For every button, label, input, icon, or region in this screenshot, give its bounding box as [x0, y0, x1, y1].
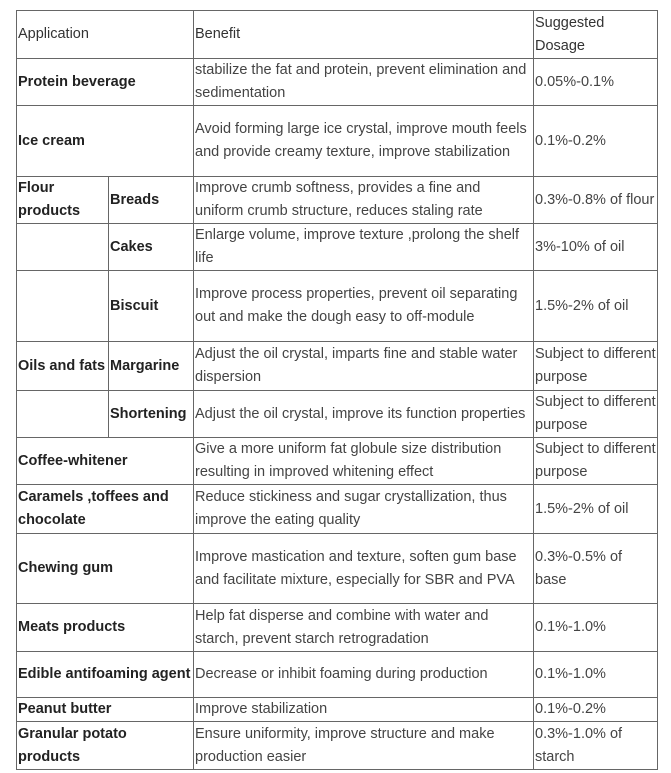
table-row: Flour products Breads Improve crumb softne… [16, 176, 658, 224]
header-cell: Suggested Dosage [533, 10, 658, 59]
dosage-cell: Subject to different purpose [533, 341, 658, 391]
table-row: Ice cream Avoid forming large ice crystal… [16, 105, 658, 177]
benefit-cell: Decrease or inhibit foaming during produ… [193, 651, 534, 698]
benefit-cell: Improve crumb softness, provides a fine … [193, 176, 534, 224]
header-cell: Benefit [193, 10, 534, 59]
empty-cell [16, 390, 109, 438]
application-cell: Protein beverage [16, 58, 194, 106]
application-cell: Caramels ,toffees and chocolate [16, 484, 194, 534]
dosage-cell: 0.3%-1.0% of starch [533, 721, 658, 770]
table-row: Meats products Help fat disperse and comb… [16, 603, 658, 652]
dosage-cell: 0.3%-0.5% of base [533, 533, 658, 604]
benefit-cell: Enlarge volume, improve texture ,prolong… [193, 223, 534, 271]
application-cell: Oils and fats [16, 341, 109, 391]
benefit-cell: Ensure uniformity, improve structure and… [193, 721, 534, 770]
benefit-cell: Help fat disperse and combine with water… [193, 603, 534, 652]
dosage-cell: 0.1%-1.0% [533, 603, 658, 652]
benefit-cell: Improve mastication and texture, soften … [193, 533, 534, 604]
table-row: Peanut butter Improve stabilization 0.1%-0… [16, 697, 658, 722]
dosage-cell: 1.5%-2% of oil [533, 270, 658, 342]
subcategory-cell: Breads [108, 176, 194, 224]
table-row: Coffee-whitener Give a more uniform fat g… [16, 437, 658, 485]
application-cell: Granular potato products [16, 721, 194, 770]
dosage-cell: 0.05%-0.1% [533, 58, 658, 106]
subcategory-cell: Shortening [108, 390, 194, 438]
subcategory-cell: Cakes [108, 223, 194, 271]
empty-cell [16, 270, 109, 342]
table-row: Caramels ,toffees and chocolate Reduce st… [16, 484, 658, 534]
dosage-cell: 3%-10% of oil [533, 223, 658, 271]
table-row: Biscuit Improve process properties, preve… [16, 270, 658, 342]
application-cell: Peanut butter [16, 697, 194, 722]
application-cell: Ice cream [16, 105, 194, 177]
table-row: Protein beverage stabilize the fat and pr… [16, 58, 658, 106]
benefit-cell: Improve stabilization [193, 697, 534, 722]
dosage-cell: Subject to different purpose [533, 390, 658, 438]
dosage-cell: 0.1%-0.2% [533, 105, 658, 177]
benefit-cell: stabilize the fat and protein, prevent e… [193, 58, 534, 106]
dosage-table: Application Benefit Suggested Dosage Pro… [16, 10, 658, 770]
table-row: Granular potato products Ensure uniformit… [16, 721, 658, 770]
benefit-cell: Reduce stickiness and sugar crystallizat… [193, 484, 534, 534]
table-row: Oils and fats Margarine Adjust the oil cry… [16, 341, 658, 391]
header-row: Application Benefit Suggested Dosage [16, 10, 658, 59]
application-cell: Coffee-whitener [16, 437, 194, 485]
empty-cell [16, 223, 109, 271]
application-cell: Chewing gum [16, 533, 194, 604]
dosage-cell: Subject to different purpose [533, 437, 658, 485]
benefit-cell: Avoid forming large ice crystal, improve… [193, 105, 534, 177]
benefit-cell: Give a more uniform fat globule size dis… [193, 437, 534, 485]
application-cell: Flour products [16, 176, 109, 224]
subcategory-cell: Biscuit [108, 270, 194, 342]
application-cell: Meats products [16, 603, 194, 652]
benefit-cell: Adjust the oil crystal, imparts fine and… [193, 341, 534, 391]
header-cell: Application [16, 10, 194, 59]
table-row: Cakes Enlarge volume, improve texture ,pr… [16, 223, 658, 271]
application-cell: Edible antifoaming agent [16, 651, 194, 698]
dosage-cell: 0.1%-0.2% [533, 697, 658, 722]
benefit-cell: Adjust the oil crystal, improve its func… [193, 390, 534, 438]
subcategory-cell: Margarine [108, 341, 194, 391]
dosage-cell: 0.3%-0.8% of flour [533, 176, 658, 224]
dosage-cell: 0.1%-1.0% [533, 651, 658, 698]
table-row: Shortening Adjust the oil crystal, improv… [16, 390, 658, 438]
benefit-cell: Improve process properties, prevent oil … [193, 270, 534, 342]
table-row: Chewing gum Improve mastication and textu… [16, 533, 658, 604]
dosage-cell: 1.5%-2% of oil [533, 484, 658, 534]
table-body: Application Benefit Suggested Dosage Pro… [16, 10, 658, 770]
table-row: Edible antifoaming agent Decrease or inhi… [16, 651, 658, 698]
